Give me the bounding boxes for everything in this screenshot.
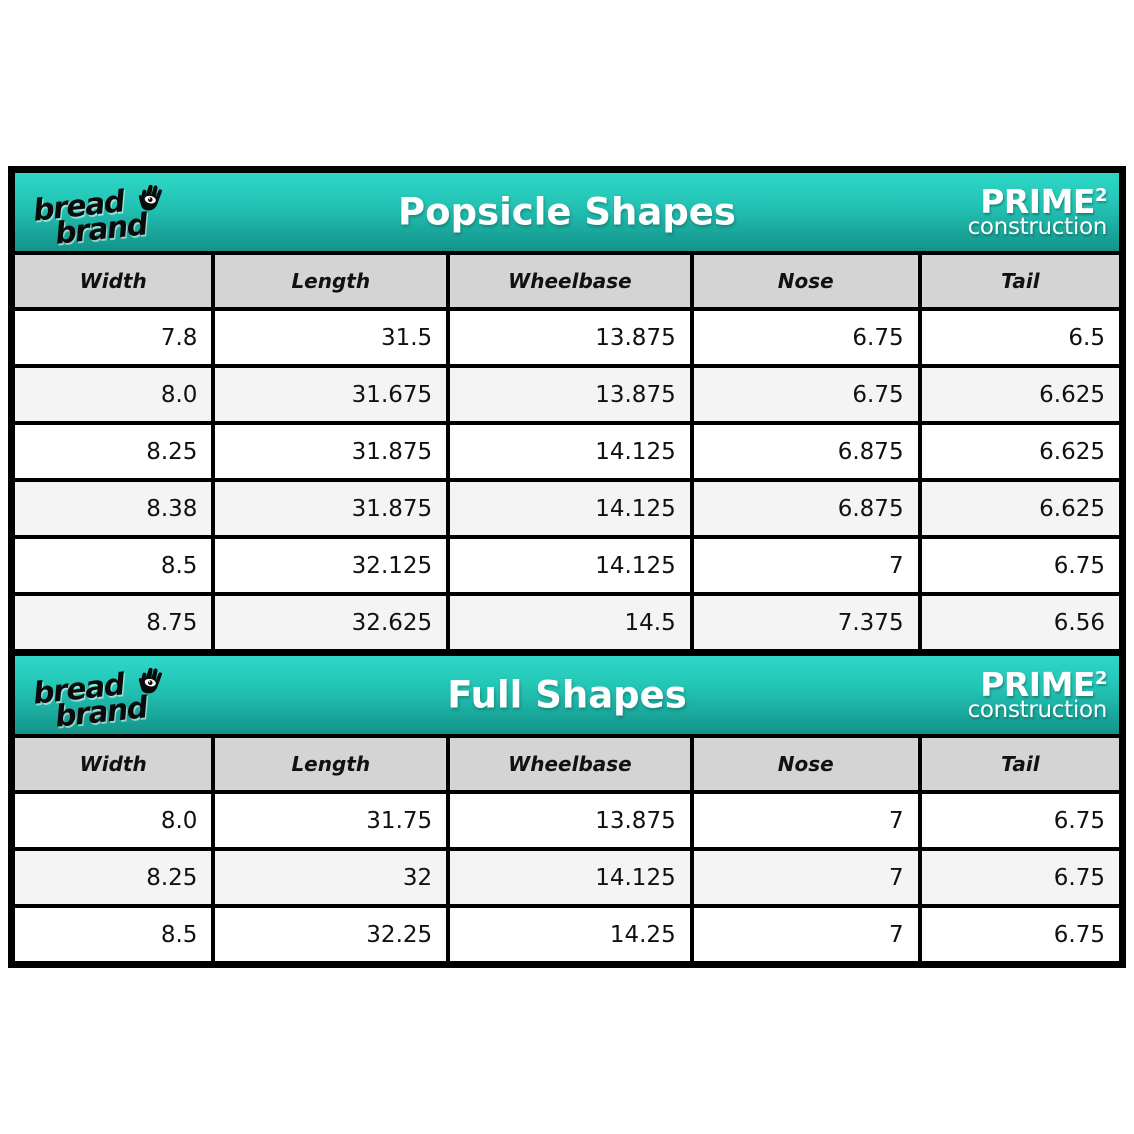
cell-wheelbase: 14.125 [450,539,690,592]
spec-table-1: bread brand Popsicle Shapes PRIME2 construc… [8,166,1126,656]
cell-nose: 6.75 [693,368,918,421]
banner-divider [15,734,1119,738]
table-header-row: Width Length Wheelbase Nose Tail [15,255,1120,311]
cell-length: 32.25 [215,908,447,961]
cell-width: 8.25 [15,425,212,478]
column-header-tail: Tail [921,738,1120,790]
column-header-wheelbase: Wheelbase [450,255,690,307]
cell-length: 32 [215,851,447,904]
table-banner: bread brand Popsicle Shapes PRIME2 construc… [15,173,1119,251]
cell-tail: 6.56 [921,596,1119,649]
cell-tail: 6.75 [921,908,1119,961]
column-header-wheelbase: Wheelbase [450,738,690,790]
column-header-width: Width [15,738,212,790]
hand-with-eye-icon [137,667,163,697]
prime-wordmark: PRIME2 [968,185,1107,218]
cell-wheelbase: 14.125 [450,851,690,904]
bread-brand-logo-line2: brand [53,690,149,734]
cell-wheelbase: 14.125 [450,482,690,535]
cell-wheelbase: 14.5 [450,596,690,649]
prime-name: PRIME [980,182,1095,221]
cell-wheelbase: 13.875 [450,368,690,421]
cell-tail: 6.5 [921,311,1119,364]
cell-length: 31.5 [215,311,447,364]
cell-tail: 6.625 [921,368,1119,421]
table-row: 8.5 32.125 14.125 7 6.75 [15,539,1119,596]
cell-width: 8.38 [15,482,212,535]
cell-width: 8.0 [15,368,212,421]
column-header-tail: Tail [921,255,1120,307]
cell-tail: 6.75 [921,851,1119,904]
cell-tail: 6.625 [921,482,1119,535]
cell-nose: 6.875 [693,482,918,535]
cell-length: 31.75 [215,794,447,847]
prime-subtitle: construction [967,697,1108,723]
table-row: 8.0 31.75 13.875 7 6.75 [15,794,1119,851]
prime-name: PRIME [980,665,1095,704]
prime-wordmark: PRIME2 [968,668,1107,701]
cell-nose: 7 [693,908,918,961]
cell-nose: 7.375 [693,596,918,649]
table-row: 8.25 32 14.125 7 6.75 [15,851,1119,908]
cell-tail: 6.75 [921,539,1119,592]
cell-length: 32.125 [215,539,447,592]
table-row: 7.8 31.5 13.875 6.75 6.5 [15,311,1119,368]
cell-width: 8.25 [15,851,212,904]
prime-subtitle: construction [967,214,1108,240]
cell-nose: 7 [693,539,918,592]
prime-construction-logo: PRIME2 construction [968,185,1109,239]
cell-wheelbase: 13.875 [450,311,690,364]
cell-width: 8.75 [15,596,212,649]
cell-tail: 6.75 [921,794,1119,847]
table-header-row: Width Length Wheelbase Nose Tail [15,738,1120,794]
cell-length: 32.625 [215,596,447,649]
cell-tail: 6.625 [921,425,1119,478]
cell-wheelbase: 13.875 [450,794,690,847]
cell-nose: 6.875 [693,425,918,478]
bread-brand-logo: bread brand [29,661,189,734]
table-row: 8.5 32.25 14.25 7 6.75 [15,908,1119,961]
hand-with-eye-icon [137,184,163,214]
column-header-length: Length [215,255,447,307]
cell-wheelbase: 14.125 [450,425,690,478]
prime-superscript: 2 [1094,185,1108,206]
column-header-nose: Nose [693,738,918,790]
banner-divider [15,251,1119,255]
cell-nose: 7 [693,851,918,904]
cell-wheelbase: 14.25 [450,908,690,961]
cell-width: 8.5 [15,539,212,592]
cell-nose: 7 [693,794,918,847]
cell-length: 31.875 [215,482,447,535]
prime-superscript: 2 [1094,668,1108,689]
table-row: 8.0 31.675 13.875 6.75 6.625 [15,368,1119,425]
cell-nose: 6.75 [693,311,918,364]
cell-length: 31.675 [215,368,447,421]
table-row: 8.75 32.625 14.5 7.375 6.56 [15,596,1119,649]
bread-brand-logo-line2: brand [53,207,149,251]
spec-table-2: bread brand Full Shapes PRIME2 construction… [8,656,1126,968]
cell-width: 7.8 [15,311,212,364]
prime-construction-logo: PRIME2 construction [968,668,1109,722]
column-header-length: Length [215,738,447,790]
cell-width: 8.0 [15,794,212,847]
bread-brand-logo: bread brand [29,178,189,251]
tables-container: bread brand Popsicle Shapes PRIME2 construc… [8,166,1126,968]
table-row: 8.38 31.875 14.125 6.875 6.625 [15,482,1119,539]
column-header-width: Width [15,255,212,307]
table-row: 8.25 31.875 14.125 6.875 6.625 [15,425,1119,482]
cell-width: 8.5 [15,908,212,961]
cell-length: 31.875 [215,425,447,478]
column-header-nose: Nose [693,255,918,307]
table-banner: bread brand Full Shapes PRIME2 construction [15,656,1119,734]
